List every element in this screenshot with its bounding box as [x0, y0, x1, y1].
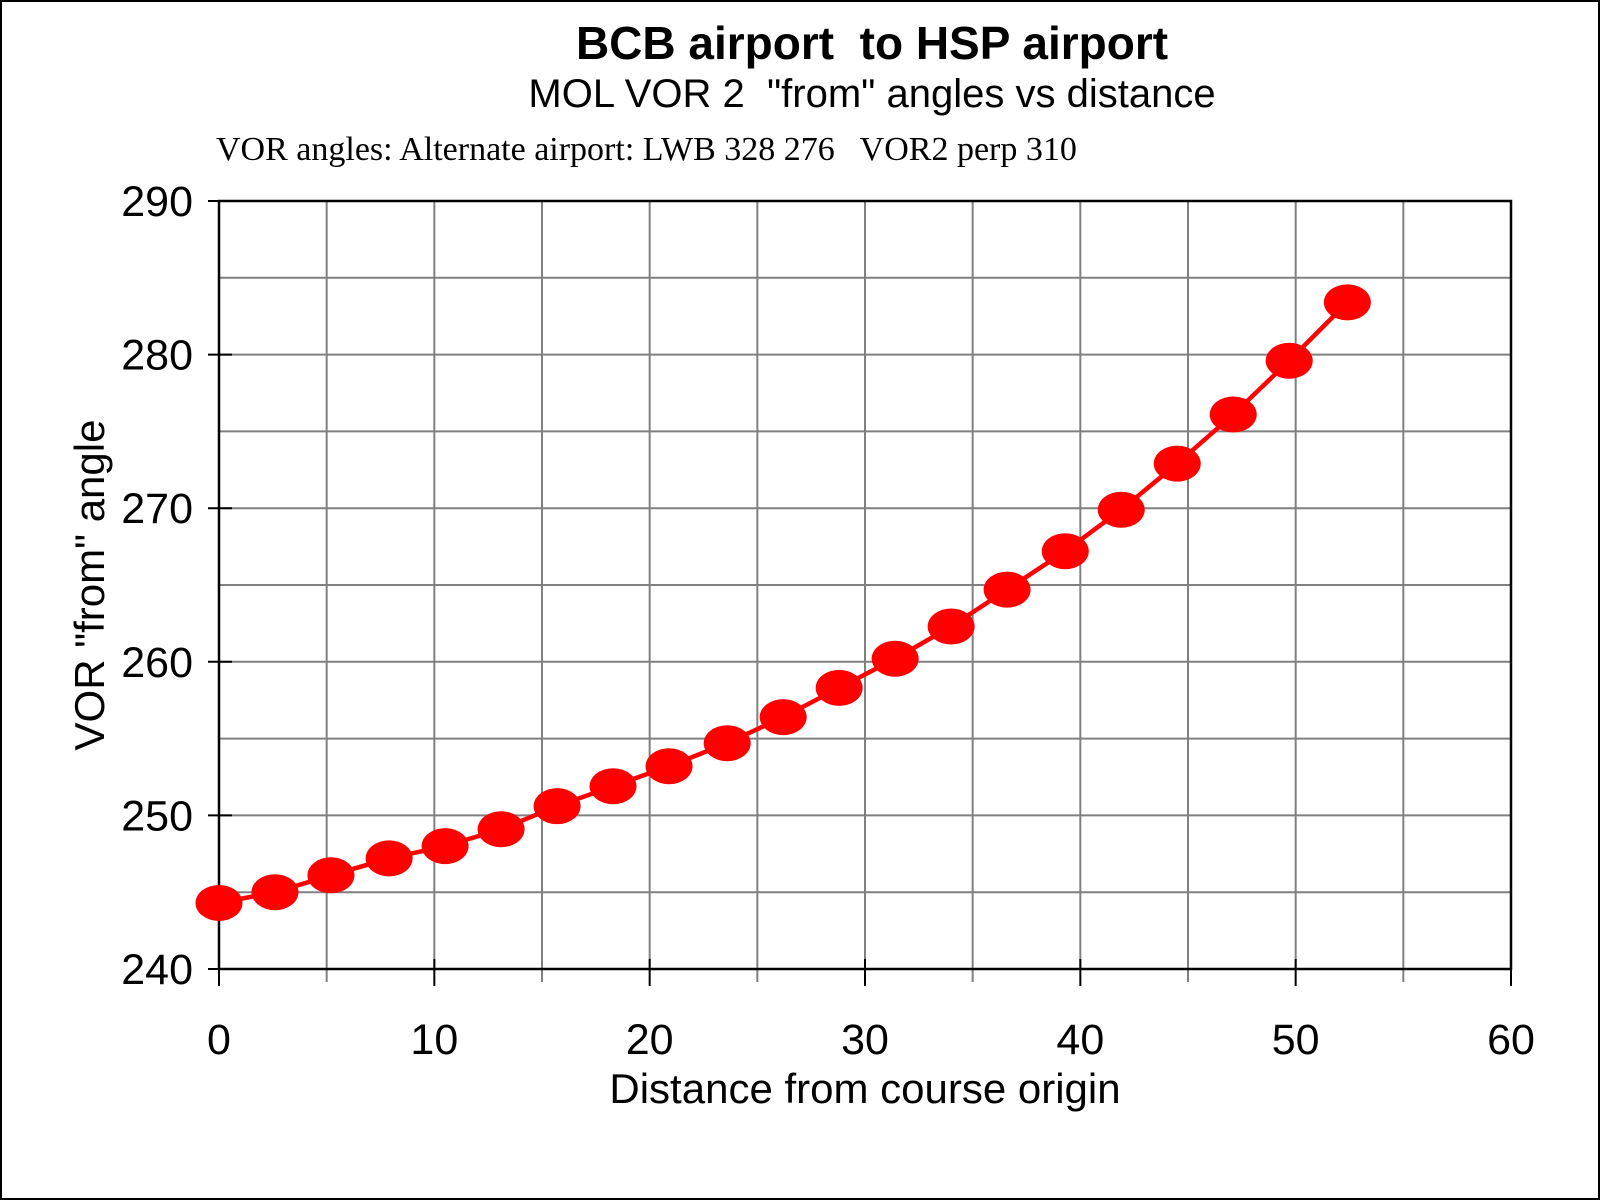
data-point: [759, 699, 807, 736]
y-tick-label: 240: [121, 946, 193, 994]
y-tick-label: 280: [121, 332, 193, 380]
x-tick-label: 30: [841, 1016, 889, 1064]
x-axis-title: Distance from course origin: [609, 1065, 1121, 1112]
data-point: [1041, 533, 1089, 570]
data-point: [421, 828, 469, 865]
data-point: [1097, 491, 1145, 528]
y-tick-label: 250: [121, 792, 193, 840]
data-point: [1153, 445, 1201, 482]
x-tick-label: 10: [410, 1016, 458, 1064]
y-tick-label: 270: [121, 485, 193, 533]
y-tick-label: 290: [121, 178, 193, 226]
data-point: [983, 571, 1031, 608]
series-line: [218, 300, 1349, 906]
data-point: [533, 788, 581, 825]
x-tick-label: 20: [626, 1016, 674, 1064]
data-point: [589, 768, 637, 805]
data-point: [1209, 396, 1257, 433]
data-point: [645, 748, 693, 785]
data-point: [815, 669, 863, 706]
y-tick-label: 260: [121, 639, 193, 687]
chart-title: BCB airport to HSP airport: [575, 17, 1169, 69]
data-point: [195, 884, 243, 921]
x-tick-label: 50: [1272, 1016, 1320, 1064]
data-point: [251, 874, 299, 911]
vor-angles-annotation: VOR angles: Alternate airport: LWB 328 2…: [216, 131, 1077, 168]
data-point: [307, 857, 355, 894]
data-point: [927, 608, 975, 645]
data-point: [703, 725, 751, 762]
x-tick-label: 60: [1487, 1016, 1535, 1064]
data-point: [1323, 284, 1371, 321]
data-point: [477, 811, 525, 848]
x-tick-label: 0: [207, 1016, 231, 1064]
data-point: [871, 640, 919, 677]
data-point: [365, 840, 413, 877]
chart-subtitle: MOL VOR 2 "from" angles vs distance: [528, 72, 1216, 116]
x-tick-label: 40: [1056, 1016, 1104, 1064]
data-point: [1265, 342, 1313, 379]
